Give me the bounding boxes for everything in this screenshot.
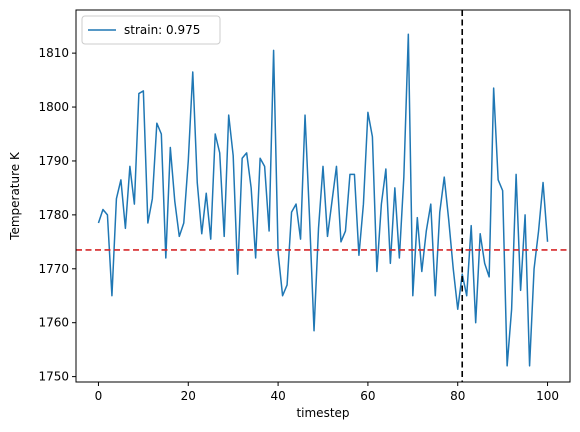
plot-content — [76, 10, 570, 382]
x-tick-label: 20 — [181, 389, 196, 403]
x-tick-label: 80 — [450, 389, 465, 403]
y-tick-label: 1750 — [38, 370, 69, 384]
x-tick-label: 100 — [536, 389, 559, 403]
y-tick-label: 1760 — [38, 316, 69, 330]
y-tick-label: 1810 — [38, 46, 69, 60]
legend-box — [81, 15, 221, 45]
legend-entry-label: strain: 0.975 — [124, 23, 200, 37]
x-tick-label: 60 — [360, 389, 375, 403]
x-tick-label: 0 — [95, 389, 103, 403]
series-line-0 — [97, 33, 549, 367]
y-tick-label: 1780 — [38, 208, 69, 222]
x-axis-label: timestep — [296, 406, 349, 420]
legend: strain: 0.975 — [81, 15, 221, 45]
axes: 0 20 40 60 80 100 1750 1760 1770 1780 1790 1800 1810 — [38, 46, 559, 403]
y-tick-label: 1800 — [38, 100, 69, 114]
y-tick-label: 1790 — [38, 154, 69, 168]
plot-frame — [75, 9, 571, 383]
x-tick-label: 40 — [270, 389, 285, 403]
y-tick-label: 1770 — [38, 262, 69, 276]
y-axis-label: Temperature K — [8, 151, 22, 241]
